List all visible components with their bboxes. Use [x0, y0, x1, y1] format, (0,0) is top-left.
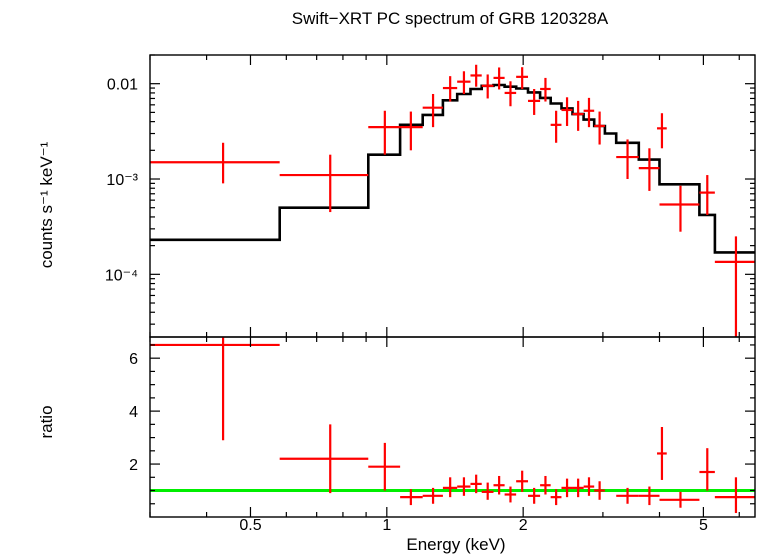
spectrum-point-11 [516, 67, 529, 89]
x-tick-label-3: 5 [699, 517, 708, 534]
ratio-point-14 [550, 489, 562, 506]
ratio-point-8 [481, 482, 494, 500]
ratio-point-21 [657, 427, 667, 480]
spectrum-point-8 [481, 74, 494, 99]
spectrum-point-20 [638, 148, 660, 191]
ratio-point-6 [457, 477, 471, 496]
spectrum-point-14 [550, 110, 562, 143]
spectrum-panel: 0.01 10⁻³ 10⁻⁴ counts s⁻¹ keV⁻¹ [37, 54, 756, 338]
ratio-point-9 [493, 475, 505, 495]
spectrum-point-3 [400, 111, 423, 151]
ratio-point-20 [638, 486, 660, 506]
spectrum-point-19 [616, 139, 639, 180]
ratio-point-12 [528, 487, 541, 504]
spectrum-frame [149, 54, 756, 338]
ratio-point-3 [400, 489, 423, 506]
ratio-point-4 [422, 487, 443, 504]
spectrum-y-axis-label: counts s⁻¹ keV⁻¹ [37, 141, 56, 268]
ratio-point-22 [659, 491, 700, 508]
spectrum-point-1 [279, 154, 369, 213]
ratio-point-24 [714, 477, 755, 514]
spectrum-point-16 [572, 100, 584, 131]
chart-title: Swift−XRT PC spectrum of GRB 120328A [292, 9, 609, 28]
ratio-point-13 [540, 475, 551, 495]
ratio-point-11 [516, 470, 529, 492]
spectrum-data-points [150, 64, 755, 337]
spectrum-point-23 [699, 175, 715, 215]
ratio-point-23 [699, 448, 715, 491]
ratio-axes: 2 4 6 [129, 336, 756, 518]
spectrum-axes: 0.01 10⁻³ 10⁻⁴ [105, 54, 756, 338]
ratio-point-0 [150, 337, 280, 441]
spectrum-point-12 [528, 88, 541, 115]
ratio-y-tick-label-0: 2 [129, 457, 138, 474]
spectrum-point-9 [493, 67, 505, 90]
ratio-point-1 [279, 424, 369, 494]
x-tick-label-2: 2 [519, 517, 528, 534]
ratio-y-tick-label-1: 4 [129, 404, 138, 421]
spectrum-point-22 [659, 185, 700, 232]
ratio-point-10 [504, 486, 517, 503]
ratio-point-7 [470, 474, 482, 494]
ratio-point-2 [368, 442, 401, 491]
x-tick-label-1: 1 [382, 517, 391, 534]
spectrum-point-7 [470, 64, 482, 87]
spectrum-point-21 [657, 113, 667, 149]
ratio-point-16 [572, 478, 584, 498]
ratio-point-18 [594, 481, 605, 500]
ratio-frame [149, 336, 756, 518]
x-tick-labels: 0.5 1 2 5 [239, 517, 708, 534]
spectrum-point-4 [422, 93, 443, 128]
ratio-point-5 [442, 477, 458, 498]
spectrum-point-5 [442, 76, 458, 102]
spectrum-point-24 [714, 236, 755, 337]
spectrum-point-6 [457, 71, 471, 94]
ratio-data-points [150, 337, 755, 514]
ratio-point-15 [561, 478, 573, 498]
ratio-point-19 [616, 487, 639, 504]
spectrum-point-0 [150, 142, 280, 184]
spectrum-point-13 [540, 77, 551, 102]
spectrum-y-tick-label-0: 0.01 [107, 77, 138, 94]
x-tick-label-0: 0.5 [239, 517, 261, 534]
model-histogram [150, 83, 755, 254]
spectrum-point-10 [504, 81, 517, 107]
ratio-panel: 2 4 6 ratio [37, 336, 756, 518]
spectrum-point-18 [594, 111, 605, 145]
spectrum-point-15 [561, 97, 573, 126]
ratio-point-17 [583, 477, 595, 496]
model-step-line [150, 83, 755, 254]
spectrum-y-tick-label-2: 10⁻⁴ [105, 267, 138, 284]
spectrum-point-2 [368, 110, 401, 155]
spectrum-point-17 [583, 97, 595, 128]
spectrum-y-tick-label-1: 10⁻³ [106, 172, 138, 189]
ratio-y-axis-label: ratio [37, 405, 56, 438]
ratio-y-tick-label-2: 6 [129, 351, 138, 368]
x-axis-label: Energy (keV) [406, 535, 505, 554]
